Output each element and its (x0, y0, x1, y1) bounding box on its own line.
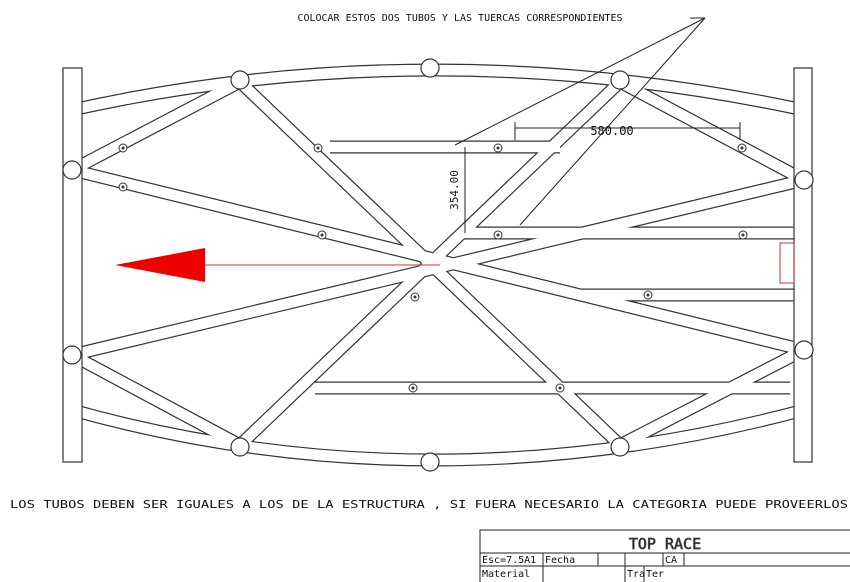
joint (795, 171, 813, 189)
bolt-core (321, 234, 324, 237)
joint (63, 161, 81, 179)
joint (231, 71, 249, 89)
ter-label: Ter (646, 569, 664, 580)
date-label: Fecha (545, 555, 575, 566)
bolt-core (647, 294, 650, 297)
joint (611, 71, 629, 89)
bolt-core (412, 387, 415, 390)
leader (520, 18, 705, 225)
top-note: COLOCAR ESTOS DOS TUBOS Y LAS TUERCAS CO… (297, 13, 622, 24)
dimension-height: 354.00 (448, 170, 461, 210)
drawing: 580.00 354.00 COLOCAR ESTOS DOS TUBOS Y … (0, 0, 850, 582)
material-label: Material (482, 569, 530, 580)
bolt-core (742, 234, 745, 237)
title: TOP RACE (629, 535, 701, 553)
tra-label: Tra (627, 569, 645, 580)
joint (611, 438, 629, 456)
joint (421, 59, 439, 77)
joint (231, 438, 249, 456)
ca-label: CA (665, 555, 677, 566)
bolt-core (559, 387, 562, 390)
bolt-core (414, 296, 417, 299)
dimension-width: 580.00 (590, 124, 633, 138)
joint (795, 341, 813, 359)
right-rail (794, 68, 812, 462)
scale: Esc=7.5A1 (482, 555, 536, 566)
bottom-note: LOS TUBOS DEBEN SER IGUALES A LOS DE LA … (10, 499, 848, 511)
bolt-core (317, 147, 320, 150)
bolt-core (741, 147, 744, 150)
joint (421, 453, 439, 471)
bolt-core (497, 147, 500, 150)
bolt-core (122, 147, 125, 150)
left-rail (63, 68, 82, 462)
bolt-core (122, 186, 125, 189)
bolt-core (497, 234, 500, 237)
red-marker (780, 243, 794, 283)
arrow-head (115, 248, 205, 282)
joint (63, 346, 81, 364)
